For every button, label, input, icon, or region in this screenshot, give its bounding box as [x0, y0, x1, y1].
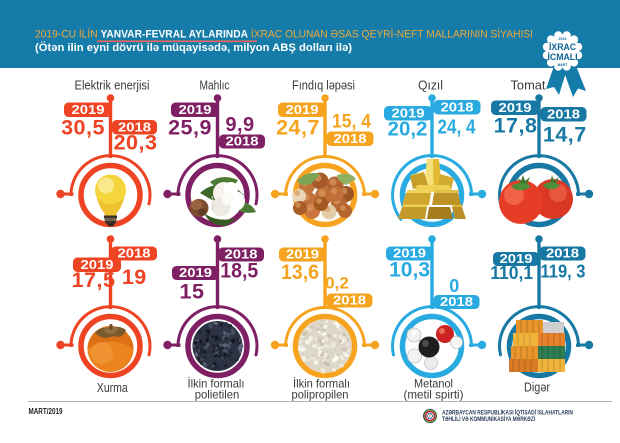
svg-text:24, 4: 24, 4 — [438, 116, 476, 139]
svg-text:18,5: 18,5 — [220, 259, 258, 283]
svg-text:2019: 2019 — [179, 265, 212, 280]
svg-text:AZƏRBAYCAN RESPUBLİKASI İQTİSA: AZƏRBAYCAN RESPUBLİKASI İQTİSADİ İSLAHAT… — [442, 410, 573, 417]
svg-text:TƏHLİLİ VƏ KOMMUNİKASİYA MƏRKƏ: TƏHLİLİ VƏ KOMMUNİKASİYA MƏRKƏZİ — [442, 416, 535, 423]
svg-text:Digər: Digər — [524, 381, 550, 395]
svg-text:Mahlıc: Mahlıc — [200, 79, 230, 93]
svg-text:2018: 2018 — [546, 245, 579, 260]
svg-text:110,1: 110,1 — [490, 263, 533, 283]
svg-text:2018: 2018 — [440, 294, 473, 309]
svg-text:(metil spirti): (metil spirti) — [404, 388, 464, 402]
svg-text:2018: 2018 — [333, 292, 366, 307]
svg-text:0,2: 0,2 — [325, 274, 349, 293]
svg-text:2019: 2019 — [81, 257, 114, 272]
svg-text:Qızıl: Qızıl — [418, 79, 443, 93]
svg-text:2019: 2019 — [286, 102, 319, 117]
svg-text:Tomat: Tomat — [511, 79, 547, 93]
svg-text:2019-CU İLİN YANVAR-FEVRAL AYL: 2019-CU İLİN YANVAR-FEVRAL AYLARINDA İXR… — [35, 28, 533, 41]
svg-text:İCMALI: İCMALI — [548, 52, 578, 62]
svg-text:2018: 2018 — [225, 246, 258, 261]
svg-text:24,7: 24,7 — [276, 116, 320, 140]
svg-text:Xurma: Xurma — [97, 381, 128, 395]
svg-text:20,3: 20,3 — [114, 131, 158, 155]
svg-text:Elektrik enerjisi: Elektrik enerjisi — [75, 79, 150, 93]
svg-text:(Ötən ilin eyni dövrü ilə müqa: (Ötən ilin eyni dövrü ilə müqayisədə, mi… — [35, 41, 352, 54]
svg-text:0: 0 — [449, 276, 459, 296]
svg-text:2018: 2018 — [334, 131, 367, 146]
svg-text:İXRAC: İXRAC — [549, 42, 576, 52]
svg-text:15: 15 — [180, 280, 205, 304]
svg-text:17,5: 17,5 — [72, 268, 116, 292]
svg-text:2019: 2019 — [72, 102, 105, 117]
svg-text:119, 3: 119, 3 — [541, 262, 586, 282]
svg-text:10,3: 10,3 — [389, 258, 430, 282]
svg-text:İlkin formalı: İlkin formalı — [188, 377, 245, 391]
svg-text:30,5: 30,5 — [61, 116, 105, 140]
svg-text:İlkin formalı: İlkin formalı — [293, 377, 350, 391]
svg-text:polipropilen: polipropilen — [292, 388, 349, 402]
svg-text:2018: 2018 — [118, 245, 151, 260]
svg-text:Metanol: Metanol — [414, 377, 453, 391]
svg-text:14,7: 14,7 — [543, 123, 587, 147]
svg-text:2019: 2019 — [393, 245, 426, 260]
svg-text:MART: MART — [558, 63, 569, 67]
svg-text:9,9: 9,9 — [225, 114, 254, 136]
svg-text:Fındıq ləpəsi: Fındıq ləpəsi — [292, 79, 355, 93]
svg-text:2019: 2019 — [286, 246, 319, 261]
svg-text:19: 19 — [122, 265, 147, 289]
svg-text:polietilen: polietilen — [195, 388, 240, 402]
svg-text:2018: 2018 — [226, 133, 259, 148]
svg-text:MART/2019: MART/2019 — [29, 407, 63, 416]
svg-text:17,8: 17,8 — [494, 114, 538, 138]
svg-text:15, 4: 15, 4 — [332, 111, 371, 133]
svg-text:2019: 2019 — [559, 37, 567, 41]
svg-text:13,6: 13,6 — [281, 260, 319, 284]
svg-text:25,9: 25,9 — [168, 116, 212, 140]
svg-text:2019: 2019 — [500, 251, 533, 266]
svg-text:2018: 2018 — [547, 106, 580, 121]
svg-text:2018: 2018 — [441, 99, 474, 114]
svg-text:2019: 2019 — [499, 100, 532, 115]
svg-text:2019: 2019 — [179, 102, 212, 117]
svg-text:2018: 2018 — [118, 119, 151, 134]
svg-text:2019: 2019 — [392, 105, 425, 120]
svg-text:20,2: 20,2 — [388, 118, 428, 141]
